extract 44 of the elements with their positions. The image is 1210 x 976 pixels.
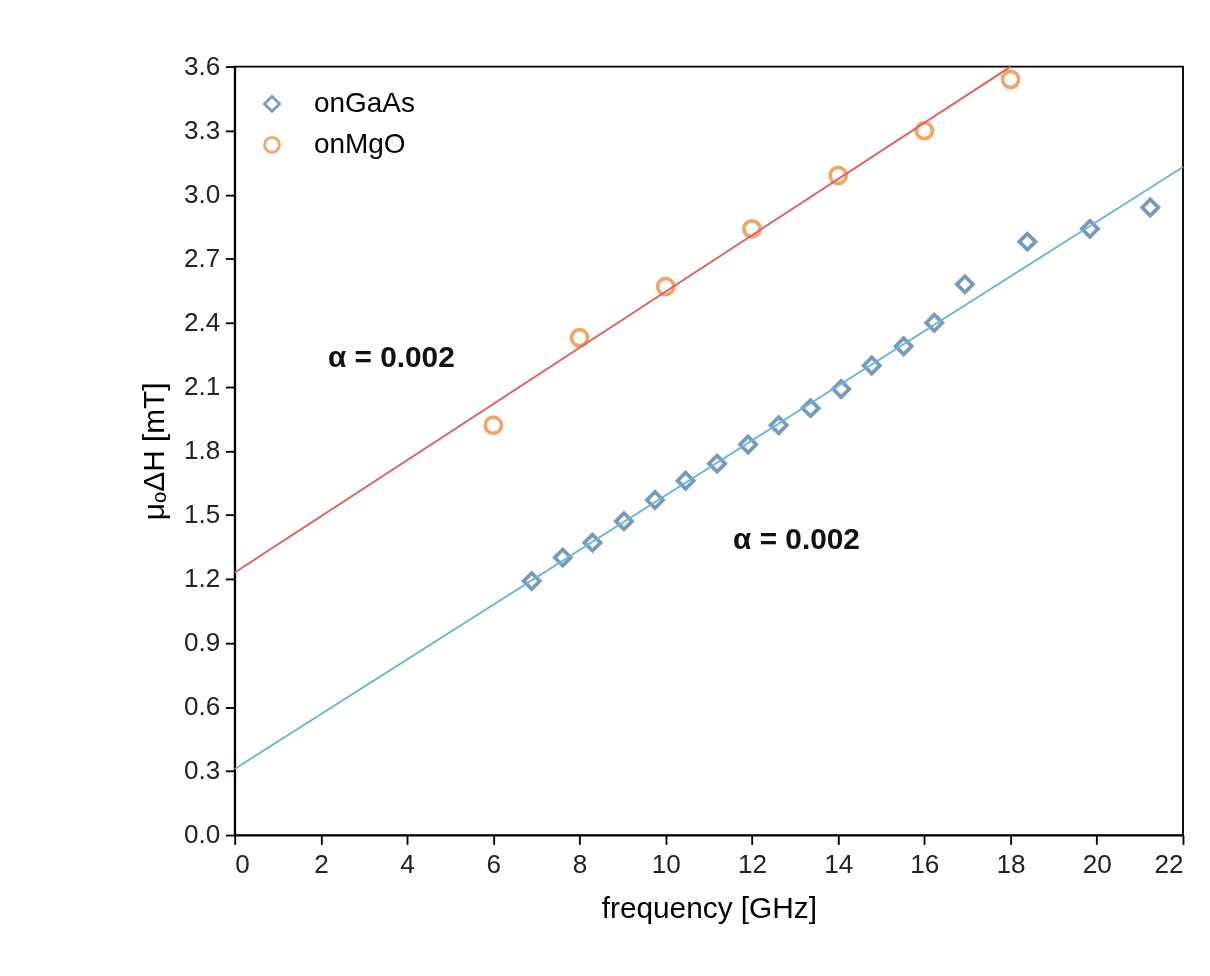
x-tick-label: 20	[1082, 848, 1112, 879]
y-tick-label: 0.9	[184, 626, 221, 657]
point	[521, 571, 542, 592]
y-tick-label: 3.3	[184, 114, 221, 145]
x-tick-label: 12	[737, 848, 767, 879]
y-tick-label: 2.4	[184, 306, 221, 337]
x-tick-label: 0	[235, 848, 250, 879]
point	[1000, 69, 1021, 90]
point	[768, 415, 789, 436]
legend-label: onGaAs	[313, 87, 415, 119]
x-tick-label: 18	[996, 848, 1026, 879]
point	[1140, 197, 1161, 218]
x-tick-label: 22	[1154, 848, 1184, 879]
y-tick-label: 1.2	[184, 562, 221, 593]
y-tick-label: 2.7	[184, 242, 221, 273]
y-tick-label: 0.3	[184, 754, 221, 785]
point	[645, 490, 665, 510]
x-tick-label: 6	[486, 848, 502, 879]
point	[954, 274, 975, 295]
point	[742, 218, 762, 239]
y-tick-label: 0.6	[184, 690, 221, 721]
legend-label: onMgO	[313, 128, 406, 160]
x-tick-label: 4	[400, 848, 415, 879]
point	[828, 165, 849, 186]
x-tick-label: 10	[651, 848, 681, 879]
y-tick-label: 3.6	[184, 50, 221, 81]
y-tick-label: 0.0	[184, 819, 221, 850]
y-tick-label: 2.1	[184, 370, 221, 401]
point	[552, 547, 573, 568]
y-axis-title: μₒΔH [mT]	[137, 382, 171, 521]
x-axis-title: frequency [GHz]	[601, 891, 817, 925]
x-tick-label: 8	[572, 848, 588, 879]
x-tick-label: 2	[314, 848, 329, 879]
point	[483, 415, 504, 436]
y-tick-label: 1.8	[184, 434, 221, 465]
y-tick-label: 3.0	[184, 178, 221, 209]
point	[1017, 231, 1038, 252]
annotation: α = 0.002	[733, 522, 860, 556]
point	[569, 327, 590, 348]
x-tick-label: 16	[910, 848, 940, 879]
y-tick-label: 1.5	[184, 498, 221, 529]
annotation: α = 0.002	[327, 339, 455, 373]
point	[707, 453, 727, 474]
x-tick-label: 14	[824, 848, 854, 879]
